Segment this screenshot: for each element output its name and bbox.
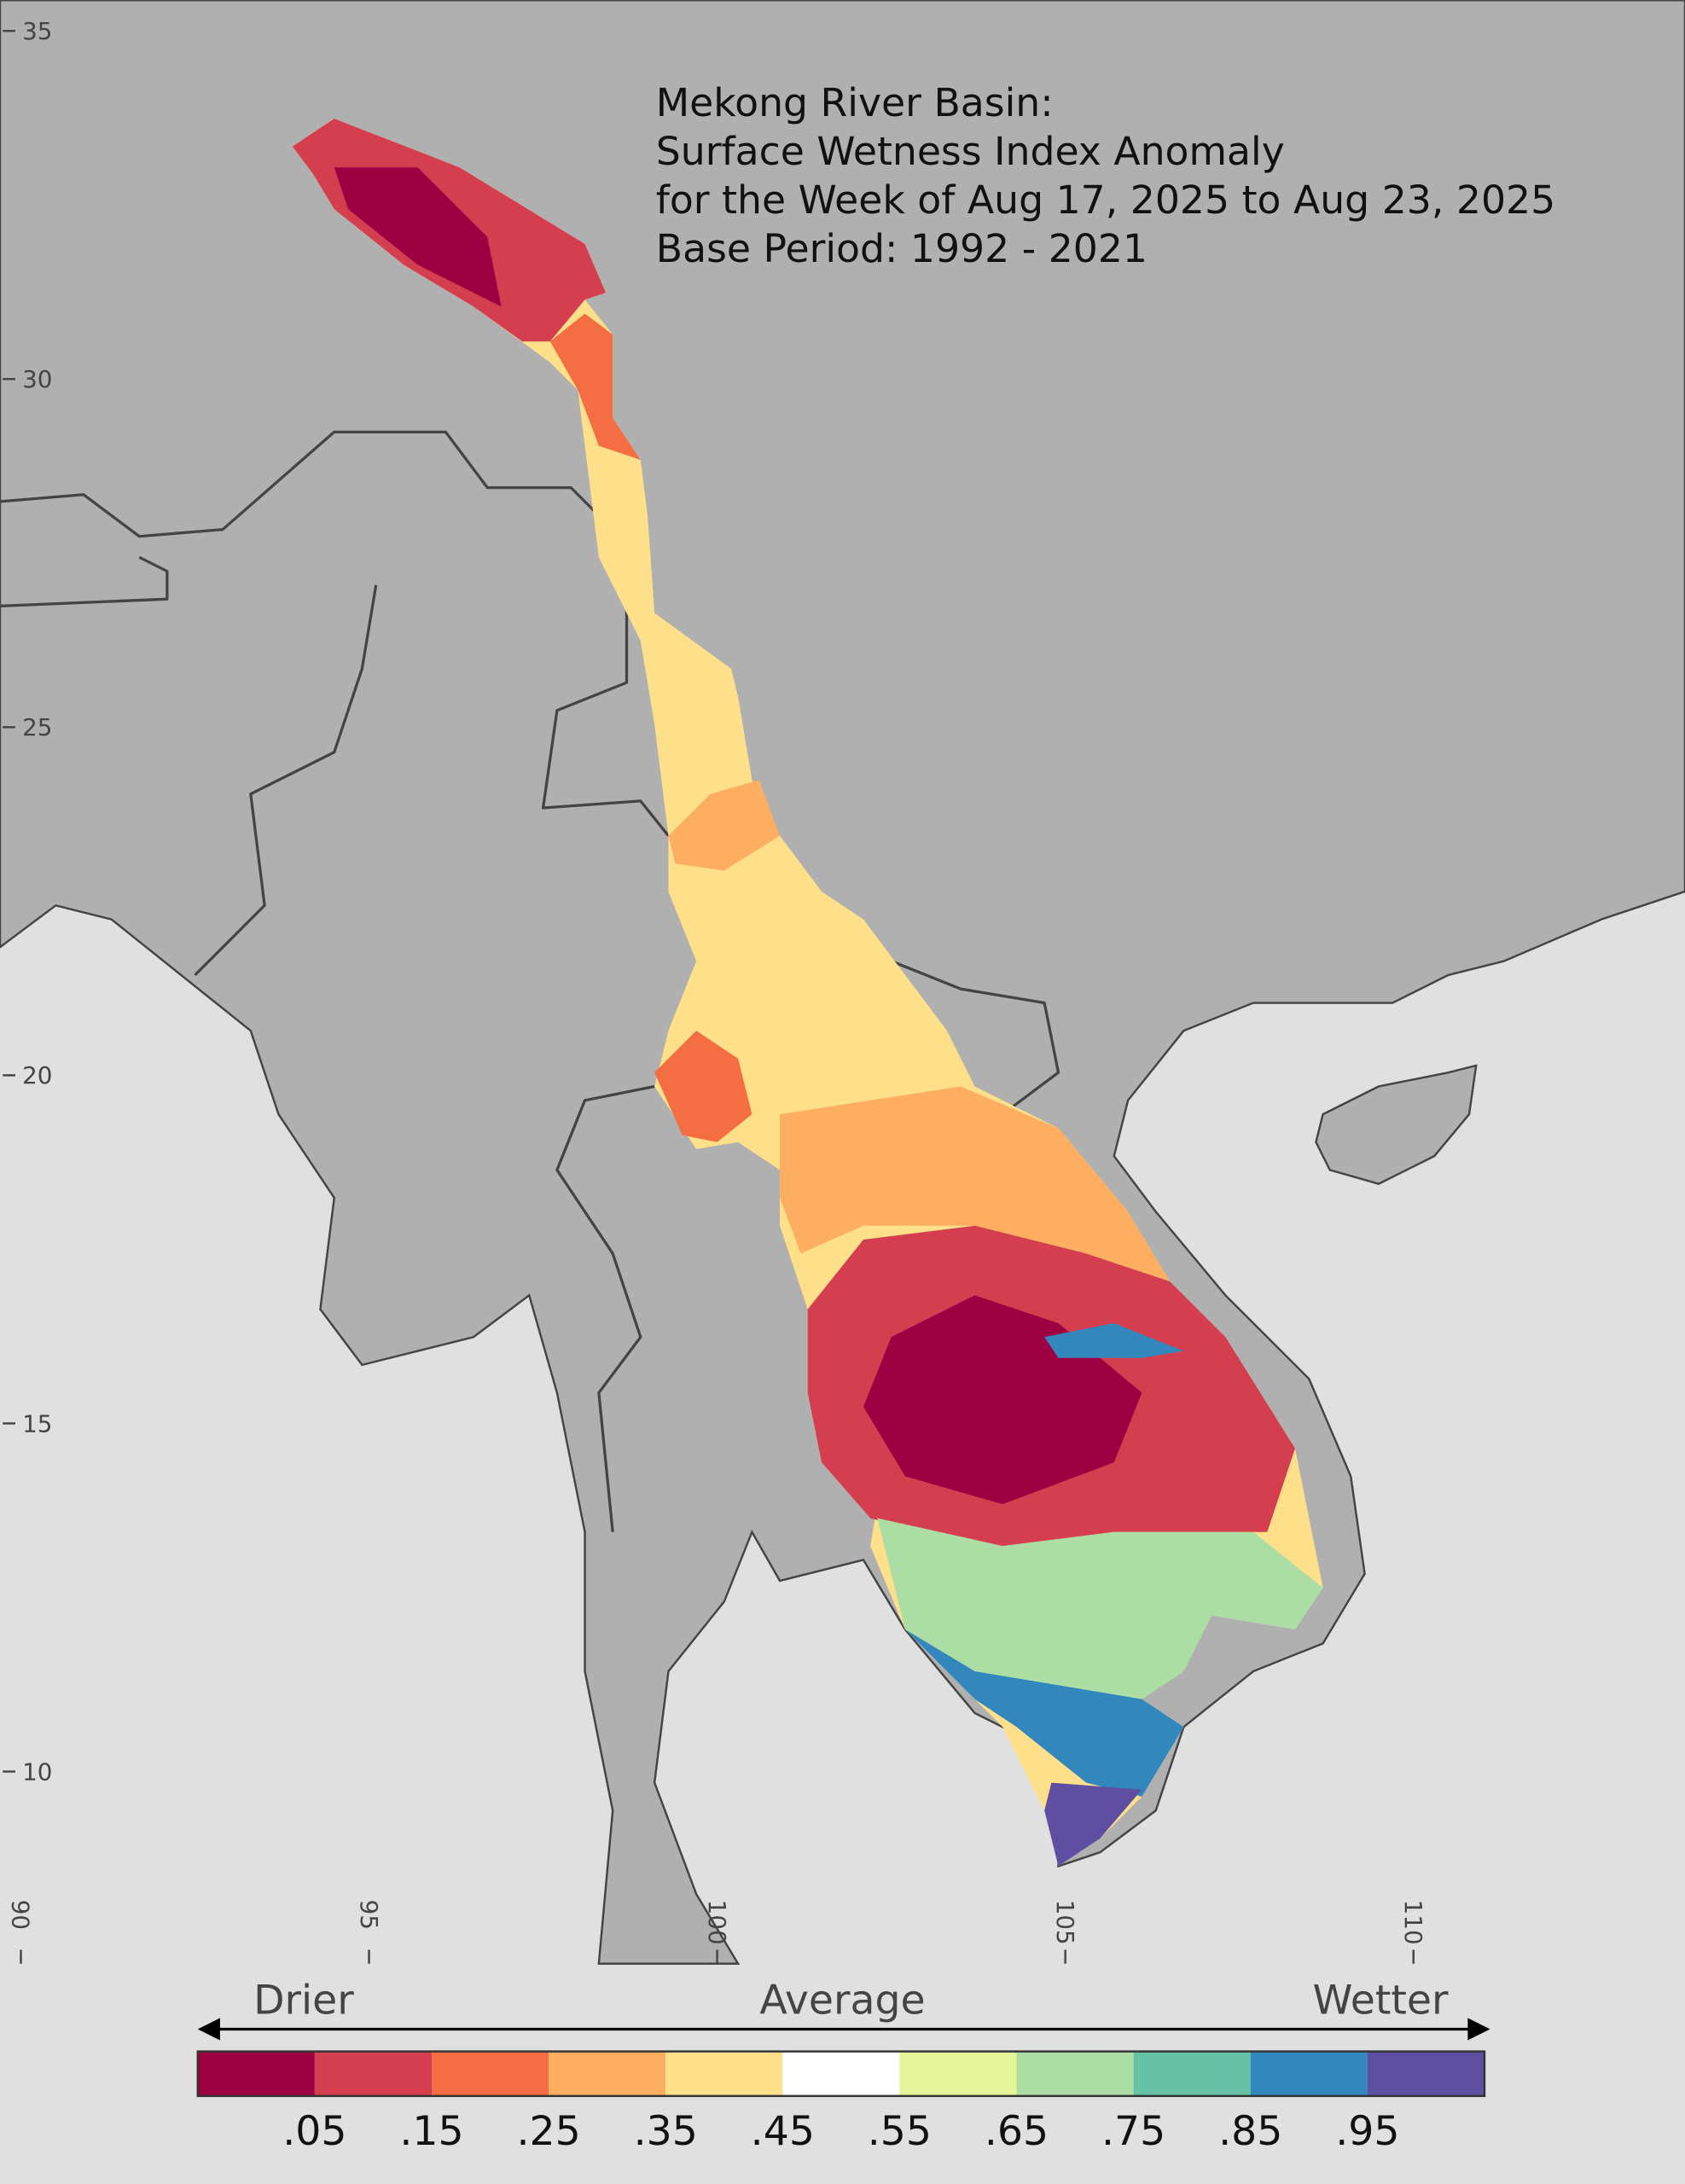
lon-tick-label: 105 (1051, 1900, 1079, 1945)
colorbar-tick-label: .05 (282, 2108, 346, 2155)
colorbar-swatch (431, 2051, 549, 2096)
legend: Drier Average Wetter .05 .15 .25 .35 .45 .55.… (196, 1978, 1490, 2155)
colorbar-tick-label: .15 (399, 2108, 463, 2155)
legend-average: Average (759, 1978, 925, 2024)
colorbar-tick-label: .45 (751, 2108, 815, 2155)
colorbar-tick-label: .55 (868, 2108, 932, 2155)
basin-wet-blue (904, 1629, 1184, 1797)
colorbar-tick-label: .35 (634, 2108, 698, 2155)
lon-tick-label: 110 (1399, 1900, 1427, 1945)
colorbar-swatch (1133, 2051, 1251, 2096)
colorbar-swatch (549, 2051, 666, 2096)
lat-tick-label: 20 (22, 1061, 52, 1089)
basin-orange-mid (668, 780, 781, 871)
legend-wetter: Wetter (1313, 1978, 1449, 2024)
colorbar-swatch (314, 2051, 432, 2096)
colorbar-swatch (782, 2051, 900, 2096)
basin-orange-band (780, 1086, 1171, 1281)
basin-wet-purple (1044, 1782, 1142, 1867)
colorbar-swatch (1367, 2051, 1485, 2096)
basin-dry-north-core (334, 167, 502, 307)
island (1315, 1064, 1478, 1186)
title-line: Mekong River Basin: (656, 80, 1054, 125)
lat-tick-label: 35 (22, 17, 52, 45)
title-line: for the Week of Aug 17, 2025 to Aug 23, … (656, 177, 1555, 223)
legend-arrow-right (1467, 2018, 1490, 2041)
lat-tick-label: 10 (22, 1757, 52, 1786)
colorbar-swatch (1250, 2051, 1368, 2096)
lon-tick-label: 90 (7, 1900, 35, 1930)
legend-arrow-left (197, 2018, 220, 2041)
title-block: Mekong River Basin:Surface Wetness Index… (656, 80, 1555, 271)
graticule-ticks: 35 30 25 20 15 10 90 95 100 105 110 (3, 17, 1427, 1964)
legend-drier: Drier (253, 1978, 354, 2024)
lon-tick-label: 95 (355, 1900, 383, 1930)
colorbar-swatch (899, 2051, 1017, 2096)
lat-tick-label: 25 (22, 713, 52, 741)
colorbar-swatch (1016, 2051, 1134, 2096)
colorbar-tick-label: .25 (516, 2108, 580, 2155)
basin-orange-north (549, 313, 641, 460)
title-line: Base Period: 1992 - 2021 (656, 226, 1148, 271)
basin-wet-green (877, 1518, 1323, 1699)
lon-tick-label: 100 (703, 1900, 731, 1945)
colorbar-tick-label: .65 (985, 2108, 1049, 2155)
lat-tick-label: 30 (22, 365, 52, 393)
colorbar-tick-label: .85 (1218, 2108, 1282, 2155)
colorbar-swatch (665, 2051, 783, 2096)
basin-orange-west (654, 1031, 752, 1142)
lat-tick-label: 15 (22, 1409, 52, 1438)
colorbar-tick-label: .75 (1101, 2108, 1165, 2155)
basin (292, 119, 1323, 1867)
colorbar-swatch (197, 2051, 315, 2096)
basin-wet-blue-north (1044, 1322, 1184, 1358)
colorbar-frame (196, 2050, 1486, 2098)
title-line: Surface Wetness Index Anomaly (656, 129, 1285, 174)
colorbar-tick-label: .95 (1335, 2108, 1399, 2155)
